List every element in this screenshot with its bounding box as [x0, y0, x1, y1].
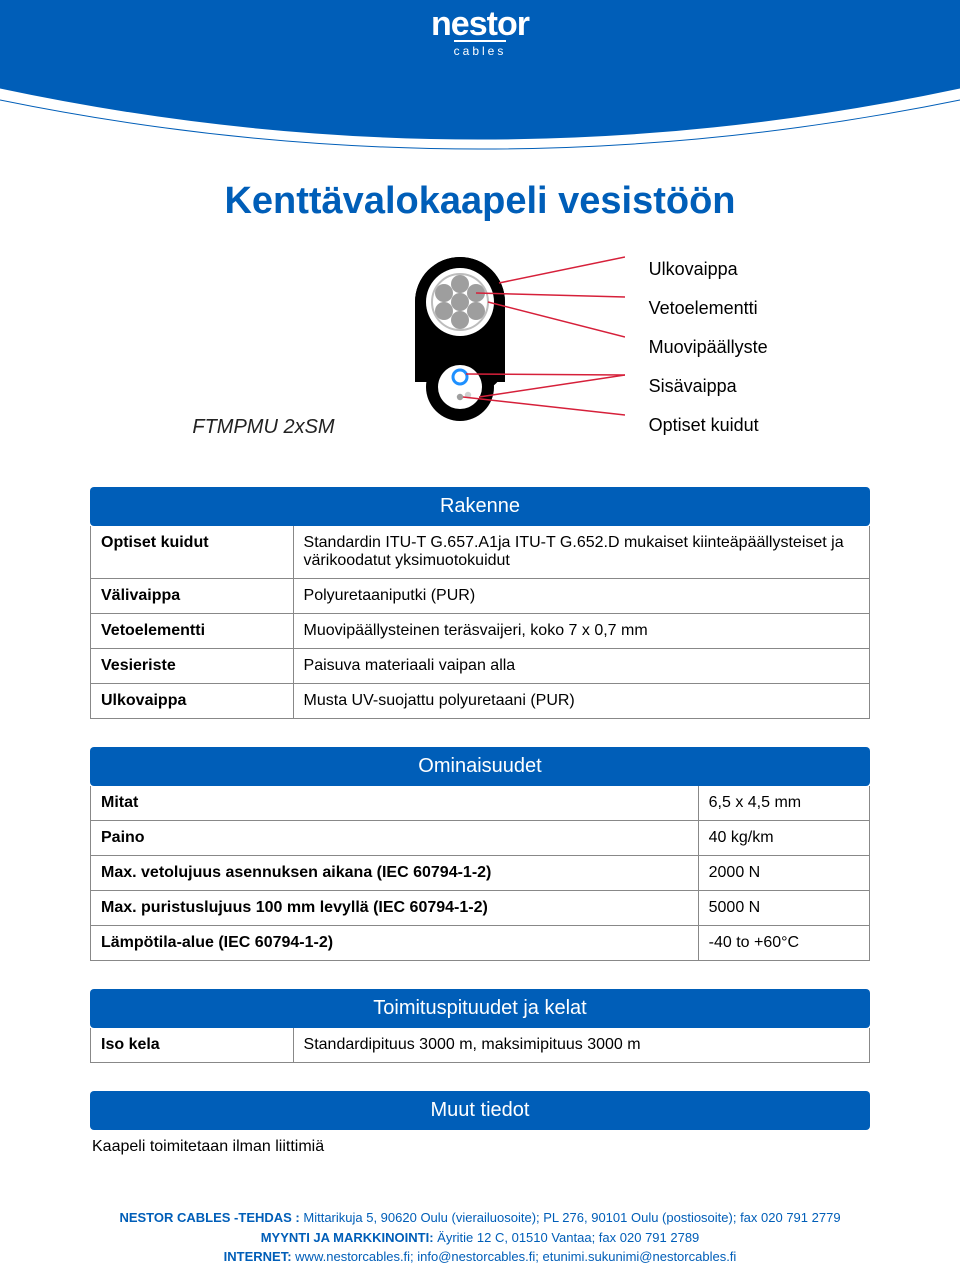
section-header-rakenne: Rakenne	[90, 487, 870, 526]
callout-item: Muovipäällyste	[649, 337, 768, 358]
footer-lead: INTERNET:	[224, 1249, 296, 1264]
spec-label: Paino	[91, 821, 699, 856]
spec-label: Iso kela	[91, 1028, 294, 1063]
footer-lead: NESTOR CABLES -TEHDAS :	[119, 1210, 303, 1225]
spec-label: Vetoelementti	[91, 614, 294, 649]
spec-value: Standardin ITU-T G.657.A1ja ITU-T G.652.…	[293, 526, 869, 579]
muut-note: Kaapeli toimitetaan ilman liittimiä	[90, 1130, 870, 1182]
brand-name: nestor	[431, 10, 529, 39]
footer-val: Äyritie 12 C, 01510 Vantaa; fax 020 791 …	[437, 1230, 699, 1245]
section-header-ominaisuudet: Ominaisuudet	[90, 747, 870, 786]
callout-item: Sisävaippa	[649, 376, 768, 397]
rakenne-table: Optiset kuidut Standardin ITU-T G.657.A1…	[90, 526, 870, 719]
header-curve	[0, 70, 960, 170]
ominaisuudet-table: Mitat 6,5 x 4,5 mm Paino 40 kg/km Max. v…	[90, 786, 870, 961]
brand-sub: cables	[454, 40, 507, 58]
spec-value: Paisuva materiaali vaipan alla	[293, 649, 869, 684]
section-header-toimitus: Toimituspituudet ja kelat	[90, 989, 870, 1028]
brand-logo: nestor cables	[431, 10, 529, 61]
toimitus-table: Iso kela Standardipituus 3000 m, maksimi…	[90, 1028, 870, 1063]
footer-line: INTERNET: www.nestorcables.fi; info@nest…	[40, 1247, 920, 1267]
page-title: Kenttävalokaapeli vesistöön	[90, 180, 870, 223]
header-band: nestor cables	[0, 0, 960, 70]
spec-value: 40 kg/km	[698, 821, 869, 856]
spec-value: Musta UV-suojattu polyuretaani (PUR)	[293, 684, 869, 719]
spec-label: Ulkovaippa	[91, 684, 294, 719]
callout-item: Optiset kuidut	[649, 415, 768, 436]
callout-list: Ulkovaippa Vetoelementti Muovipäällyste …	[649, 259, 768, 436]
spec-label: Max. puristuslujuus 100 mm levyllä (IEC …	[91, 891, 699, 926]
footer: NESTOR CABLES -TEHDAS : Mittarikuja 5, 9…	[0, 1202, 960, 1281]
spec-value: Muovipäällysteinen teräsvaijeri, koko 7 …	[293, 614, 869, 649]
spec-value: -40 to +60°C	[698, 926, 869, 961]
spec-value: 6,5 x 4,5 mm	[698, 786, 869, 821]
spec-value: Polyuretaaniputki (PUR)	[293, 579, 869, 614]
footer-val: Mittarikuja 5, 90620 Oulu (vierailuosoit…	[303, 1210, 840, 1225]
spec-label: Mitat	[91, 786, 699, 821]
spec-label: Vesieriste	[91, 649, 294, 684]
diagram-row: FTMPMU 2xSM	[90, 247, 870, 447]
spec-label: Välivaippa	[91, 579, 294, 614]
page-content: Kenttävalokaapeli vesistöön FTMPMU 2xSM	[0, 180, 960, 1202]
cable-cross-section	[365, 247, 625, 447]
spec-label: Lämpötila-alue (IEC 60794-1-2)	[91, 926, 699, 961]
spec-value: 5000 N	[698, 891, 869, 926]
spec-label: Max. vetolujuus asennuksen aikana (IEC 6…	[91, 856, 699, 891]
footer-val: www.nestorcables.fi; info@nestorcables.f…	[295, 1249, 736, 1264]
model-label: FTMPMU 2xSM	[192, 416, 334, 439]
spec-value: 2000 N	[698, 856, 869, 891]
footer-line: NESTOR CABLES -TEHDAS : Mittarikuja 5, 9…	[40, 1208, 920, 1228]
footer-lead: MYYNTI JA MARKKINOINTI:	[261, 1230, 437, 1245]
footer-line: MYYNTI JA MARKKINOINTI: Äyritie 12 C, 01…	[40, 1228, 920, 1248]
spec-value: Standardipituus 3000 m, maksimipituus 30…	[293, 1028, 869, 1063]
spec-label: Optiset kuidut	[91, 526, 294, 579]
callout-item: Ulkovaippa	[649, 259, 768, 280]
callout-item: Vetoelementti	[649, 298, 768, 319]
section-header-muut: Muut tiedot	[90, 1091, 870, 1130]
